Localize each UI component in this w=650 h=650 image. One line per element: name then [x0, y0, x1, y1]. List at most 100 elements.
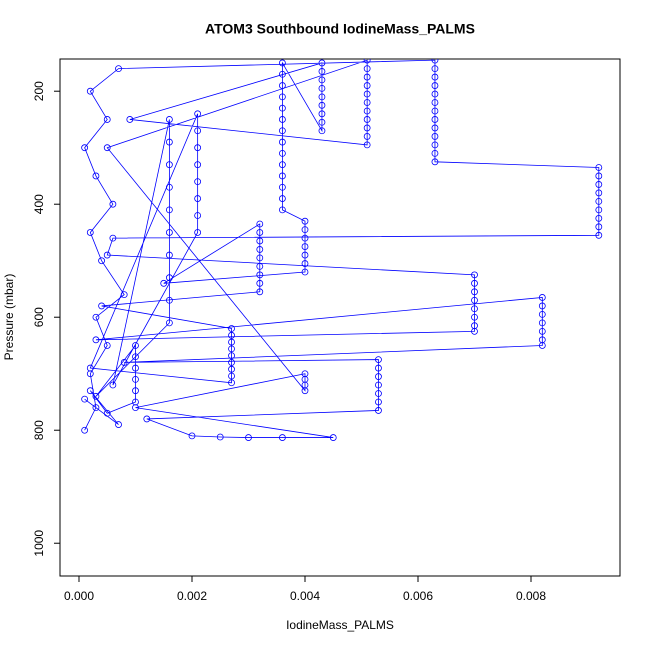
- data-point: [431, 124, 439, 132]
- data-point: [194, 195, 202, 202]
- data-point: [595, 223, 603, 231]
- data-point: [595, 214, 603, 222]
- y-axis-label: Pressure (mbar): [2, 274, 16, 361]
- y-tick-label: 600: [32, 307, 46, 327]
- data-point: [471, 305, 478, 313]
- data-point: [431, 116, 439, 123]
- data-point: [256, 271, 264, 279]
- data-point: [86, 364, 94, 372]
- data-point: [431, 65, 439, 73]
- data-point: [143, 415, 151, 423]
- data-point: [363, 99, 371, 106]
- data-point: [375, 381, 382, 389]
- chart-title: ATOM3 Southbound IodineMass_PALMS: [205, 21, 475, 37]
- data-point: [431, 149, 439, 157]
- data-point: [92, 313, 100, 321]
- data-point: [103, 342, 111, 349]
- x-tick-label: 0.000: [64, 589, 94, 603]
- data-point: [431, 158, 439, 166]
- data-point: [431, 73, 439, 81]
- data-point: [165, 251, 173, 259]
- data-point: [278, 70, 286, 78]
- data-point: [301, 387, 309, 395]
- data-point: [98, 257, 105, 265]
- plot-area: [81, 59, 603, 441]
- data-point: [318, 127, 326, 135]
- data-point: [431, 107, 439, 115]
- data-point: [228, 379, 235, 387]
- data-point: [278, 434, 286, 441]
- data-point: [120, 359, 128, 366]
- data-point: [278, 172, 286, 180]
- data-point: [194, 178, 202, 186]
- data-point: [126, 116, 134, 123]
- data-point: [216, 433, 224, 441]
- data-point: [165, 161, 173, 169]
- data-point: [375, 398, 382, 406]
- data-point: [160, 279, 168, 287]
- y-tick-label: 400: [32, 194, 46, 214]
- data-point: [595, 206, 603, 214]
- data-point: [92, 172, 100, 180]
- data-point: [431, 133, 439, 140]
- data-point: [278, 104, 286, 112]
- data-point: [538, 319, 546, 327]
- data-point: [109, 200, 117, 208]
- data-point: [329, 434, 337, 441]
- plot-box: [59, 58, 621, 577]
- data-point: [301, 260, 309, 267]
- data-point: [256, 254, 264, 262]
- data-point: [165, 229, 173, 236]
- data-point: [278, 59, 286, 67]
- x-axis-label: IodineMass_PALMS: [286, 618, 394, 632]
- data-point: [188, 432, 196, 440]
- data-point: [278, 82, 286, 89]
- data-point: [165, 296, 173, 304]
- data-point: [256, 288, 264, 296]
- data-point: [471, 296, 478, 304]
- x-tick-label: 0.004: [290, 589, 320, 603]
- data-point: [86, 87, 94, 95]
- data-point: [115, 65, 122, 73]
- data-point: [228, 352, 235, 360]
- data-point: [86, 387, 94, 395]
- data-point: [132, 387, 139, 395]
- data-point: [318, 76, 326, 84]
- data-point: [194, 161, 202, 169]
- data-point: [165, 274, 173, 282]
- data-point: [318, 93, 326, 101]
- data-point: [92, 404, 100, 412]
- data-point: [363, 141, 371, 149]
- data-point: [318, 84, 326, 92]
- y-tick-label: 200: [32, 81, 46, 101]
- data-point: [278, 116, 286, 123]
- data-point: [194, 110, 202, 118]
- data-point: [256, 237, 264, 245]
- data-point: [318, 68, 326, 75]
- data-point: [471, 271, 478, 279]
- data-point: [103, 144, 111, 152]
- data-point: [115, 421, 122, 428]
- data-point: [278, 93, 286, 101]
- data-point: [471, 313, 478, 321]
- data-point: [165, 138, 173, 146]
- data-point: [431, 99, 439, 106]
- data-point: [375, 407, 382, 414]
- data-point: [228, 372, 235, 380]
- data-point: [363, 82, 371, 89]
- data-point: [103, 409, 111, 417]
- data-point: [132, 398, 139, 406]
- data-point: [165, 206, 173, 214]
- data-point: [245, 434, 252, 441]
- data-point: [471, 288, 478, 296]
- data-point: [228, 365, 235, 373]
- data-point: [86, 229, 94, 236]
- data-point: [256, 220, 264, 228]
- data-point: [375, 356, 382, 363]
- data-point: [132, 364, 139, 372]
- data-point: [363, 107, 371, 115]
- data-point: [595, 172, 603, 180]
- data-point: [256, 279, 264, 287]
- data-point: [595, 197, 603, 205]
- data-point: [301, 243, 309, 250]
